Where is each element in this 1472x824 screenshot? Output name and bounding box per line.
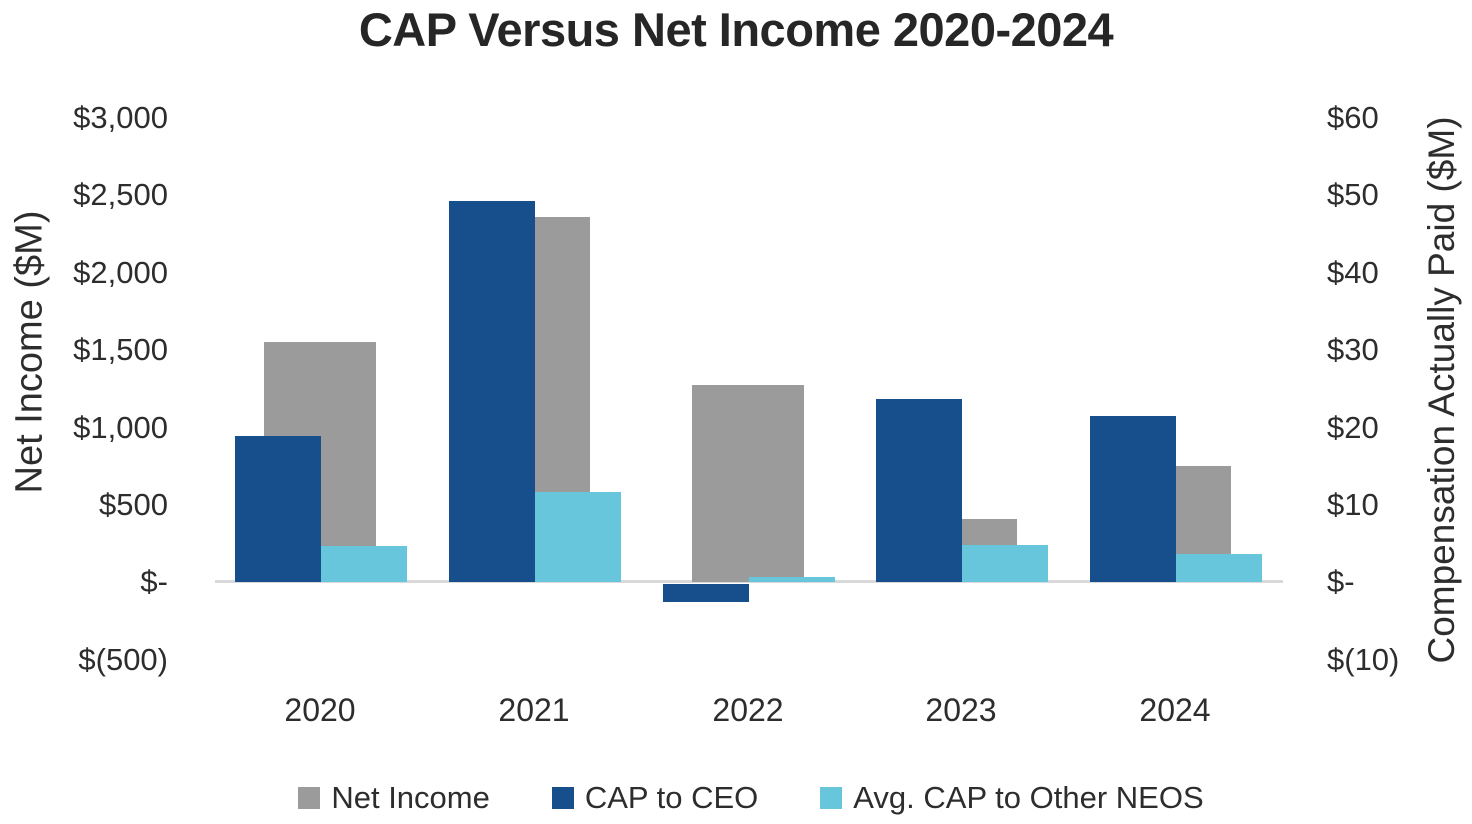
left-axis-tick: $1,000 [73, 410, 168, 445]
left-axis-tick: $1,500 [73, 332, 168, 367]
left-axis-tick: $500 [99, 487, 168, 522]
bar-net-income-2022 [692, 385, 804, 582]
chart-title: CAP Versus Net Income 2020-2024 [358, 3, 1114, 56]
bar-avg-cap-to-other-neos-2020 [321, 546, 407, 582]
cap-to-ceo-swatch-icon [551, 787, 574, 809]
bar-cap-to-ceo-2024 [1090, 416, 1176, 582]
bar-cap-to-ceo-2023 [876, 399, 962, 582]
right-axis-tick: $50 [1327, 177, 1379, 212]
x-axis-label: 2022 [712, 692, 784, 728]
bar-cap-to-ceo-2020 [235, 436, 321, 582]
right-axis-tick: $30 [1327, 332, 1379, 367]
left-axis-tick: $2,500 [73, 177, 168, 212]
legend-item-cap-to-ceo: CAP to CEO [551, 780, 759, 816]
left-axis-tick: $2,000 [73, 255, 168, 290]
left-axis-title: Net Income ($M) [8, 210, 51, 494]
right-axis-tick: $40 [1327, 255, 1379, 290]
legend: Net Income CAP to CEO Avg. CAP to Other … [15, 780, 1472, 816]
left-axis-tick: $(500) [78, 642, 168, 677]
bar-avg-cap-to-other-neos-2024 [1176, 554, 1262, 582]
legend-label: CAP to CEO [584, 780, 759, 815]
right-axis-tick: $20 [1327, 410, 1379, 445]
x-axis-label: 2021 [498, 692, 570, 728]
bar-avg-cap-to-other-neos-2023 [962, 545, 1048, 582]
bar-avg-cap-to-other-neos-2021 [535, 492, 621, 582]
left-axis-tick: $3,000 [73, 100, 168, 135]
legend-label: Avg. CAP to Other NEOS [853, 780, 1204, 815]
x-axis-label: 2023 [925, 692, 997, 728]
right-axis-title: Compensation Actually Paid ($M) [1421, 116, 1462, 664]
right-axis-tick: $- [1327, 564, 1355, 599]
x-axis-label: 2020 [284, 692, 356, 728]
right-axis-tick: $60 [1327, 100, 1379, 135]
bar-cap-to-ceo-2021 [449, 201, 535, 582]
bar-avg-cap-to-other-neos-2022 [749, 577, 835, 582]
x-axis-label: 2024 [1139, 692, 1211, 728]
legend-item-avg-cap: Avg. CAP to Other NEOS [820, 780, 1204, 816]
right-axis-tick: $10 [1327, 487, 1379, 522]
legend-item-net-income: Net Income [298, 780, 490, 816]
net-income-swatch-icon [298, 787, 321, 809]
left-axis-tick: $- [140, 564, 168, 599]
bar-cap-to-ceo-2022 [663, 584, 749, 602]
right-axis-tick: $(10) [1327, 642, 1400, 677]
avg-cap-swatch-icon [820, 787, 843, 809]
legend-label: Net Income [331, 780, 490, 815]
